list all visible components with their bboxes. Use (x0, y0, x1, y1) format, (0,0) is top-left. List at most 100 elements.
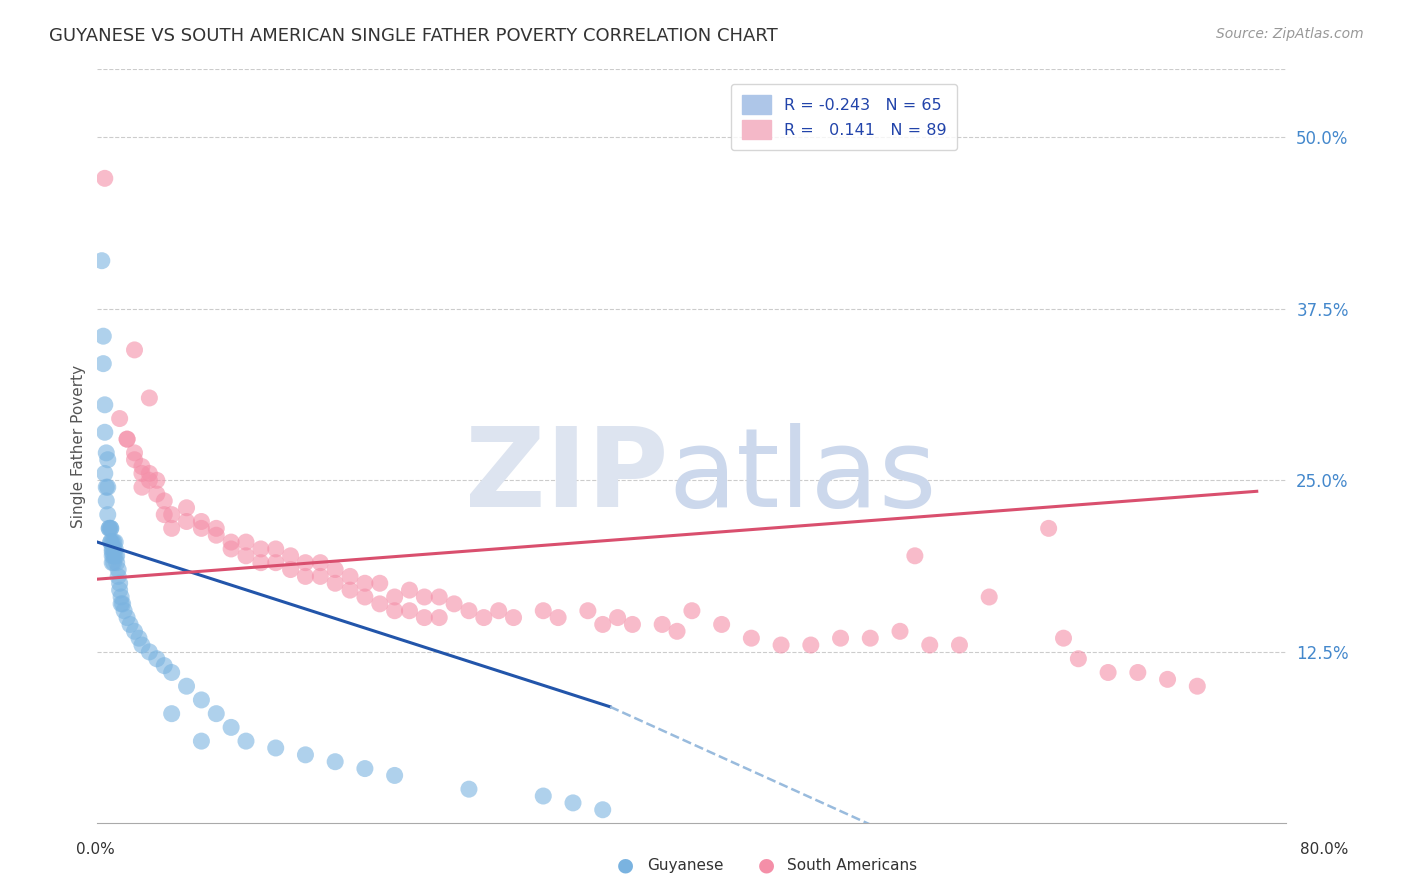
Point (904, 549, 927, 563)
Y-axis label: Single Father Poverty: Single Father Poverty (72, 365, 86, 527)
Point (413, 610, 436, 624)
Point (323, 755, 346, 769)
Point (97, 480, 120, 494)
Point (264, 741, 287, 756)
Text: ●: ● (758, 855, 775, 875)
Point (94, 467, 117, 481)
Point (107, 562, 129, 576)
Point (621, 617, 644, 632)
Point (101, 556, 124, 570)
Point (131, 638, 153, 652)
Point (384, 604, 406, 618)
Point (110, 597, 132, 611)
Point (1187, 679, 1209, 693)
Text: 0.0%: 0.0% (76, 842, 115, 856)
Point (205, 706, 228, 721)
Point (219, 535, 242, 549)
Point (339, 569, 361, 583)
Point (219, 541, 242, 556)
Point (190, 734, 212, 748)
Point (889, 624, 911, 639)
Text: GUYANESE VS SOUTH AMERICAN SINGLE FATHER POVERTY CORRELATION CHART: GUYANESE VS SOUTH AMERICAN SINGLE FATHER… (49, 27, 778, 45)
Point (100, 521, 122, 535)
Point (115, 432, 138, 446)
Point (339, 583, 361, 598)
Point (176, 515, 198, 529)
Point (115, 432, 138, 446)
Point (770, 638, 793, 652)
Point (531, 604, 554, 618)
Point (105, 549, 128, 563)
Point (250, 556, 273, 570)
Point (98, 521, 121, 535)
Point (138, 473, 160, 487)
Point (153, 508, 176, 522)
Point (104, 541, 127, 556)
Point (205, 521, 228, 535)
Point (103, 549, 125, 563)
Point (458, 604, 481, 618)
Point (592, 617, 614, 632)
Point (190, 521, 212, 535)
Point (91, 329, 114, 343)
Point (294, 747, 316, 762)
Point (138, 467, 160, 481)
Point (146, 487, 169, 501)
Point (354, 762, 377, 776)
Point (398, 583, 420, 598)
Point (100, 535, 122, 549)
Point (309, 556, 332, 570)
Point (100, 535, 122, 549)
Point (294, 569, 316, 583)
Point (108, 411, 131, 425)
Point (250, 541, 273, 556)
Point (101, 544, 124, 558)
Point (472, 610, 495, 624)
Point (1052, 631, 1074, 645)
Point (101, 535, 124, 549)
Point (112, 604, 135, 618)
Point (94, 171, 117, 186)
Point (138, 391, 160, 405)
Point (138, 645, 160, 659)
Point (101, 541, 124, 556)
Point (368, 576, 391, 591)
Point (124, 624, 146, 639)
Point (740, 631, 762, 645)
Point (948, 638, 970, 652)
Point (398, 604, 420, 618)
Point (153, 494, 176, 508)
Point (146, 473, 169, 487)
Point (235, 535, 257, 549)
Point (309, 569, 332, 583)
Point (190, 515, 212, 529)
Point (94, 398, 117, 412)
Point (104, 549, 127, 563)
Point (97, 508, 120, 522)
Point (103, 556, 125, 570)
Point (91, 357, 114, 371)
Point (205, 528, 228, 542)
Point (1156, 673, 1178, 687)
Text: Source: ZipAtlas.com: Source: ZipAtlas.com (1216, 27, 1364, 41)
Point (488, 604, 510, 618)
Point (427, 610, 450, 624)
Point (98, 521, 121, 535)
Point (100, 521, 122, 535)
Point (1067, 652, 1090, 666)
Text: ZIP: ZIP (465, 423, 668, 530)
Point (606, 610, 628, 624)
Point (458, 782, 481, 797)
Point (576, 604, 599, 618)
Point (666, 624, 689, 639)
Point (97, 452, 120, 467)
Point (111, 597, 134, 611)
Point (128, 631, 150, 645)
Point (294, 556, 316, 570)
Point (1097, 665, 1119, 680)
Point (94, 425, 117, 440)
Point (103, 541, 125, 556)
Point (354, 590, 377, 604)
Point (413, 590, 436, 604)
Point (190, 693, 212, 707)
